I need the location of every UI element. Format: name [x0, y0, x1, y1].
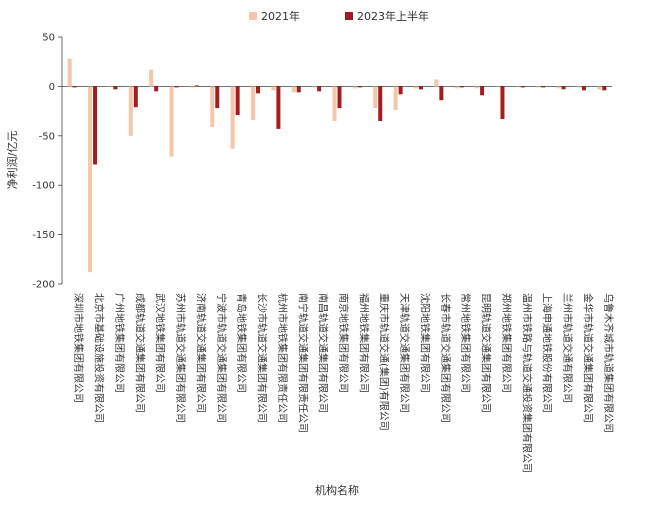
x-category-label: 天津轨道交通集团有限公司 [398, 293, 411, 413]
x-category-label: 宁波市轨道交通集团有限公司 [215, 293, 228, 423]
x-category-label: 成都轨道交通集团有限公司 [133, 293, 146, 413]
bar-series2 [459, 86, 464, 88]
x-category-label: 沈阳地铁集团有限公司 [418, 293, 431, 393]
x-category-label: 北京市基础设施投资有限公司 [93, 293, 106, 423]
bar-series1 [454, 86, 459, 89]
bar-series2 [418, 86, 423, 90]
bar-series2 [500, 86, 505, 120]
y-tick-label: -50 [39, 131, 55, 142]
x-category-label: 长春市轨道交通集团有限公司 [439, 293, 452, 423]
bar-series1 [515, 86, 520, 87]
x-category-label: 昆明轨道交通集团有限公司 [480, 293, 493, 413]
bar-series2 [235, 86, 240, 116]
y-tick-label: 50 [42, 33, 55, 44]
bar-series2 [602, 86, 607, 91]
y-tick-label: -200 [32, 280, 55, 291]
bar-series1 [210, 86, 215, 127]
x-category-label: 郑州地铁集团有限公司 [500, 293, 513, 393]
bar-series2 [113, 86, 118, 90]
y-tick-label: -100 [32, 181, 55, 192]
bar-series1 [475, 86, 480, 89]
x-category-label: 重庆市轨道交通(集团)有限公司 [378, 293, 391, 431]
x-category-label: 广州地铁集团有限公司 [113, 293, 126, 393]
bar-series2 [72, 86, 77, 88]
bar-series2 [194, 85, 199, 87]
bar-series1 [169, 86, 174, 157]
bar-series2 [296, 86, 301, 93]
bar-series1 [67, 58, 72, 87]
bar-series2 [93, 86, 98, 165]
bar-series2 [357, 86, 362, 88]
bar-series2 [541, 86, 546, 88]
bar-series2 [581, 86, 586, 91]
bar-series2 [276, 86, 281, 129]
bars [67, 58, 607, 273]
axes: 50 0 -50 -100 -150 -200 深圳市地铁集团有限公司 北京市基础设施投资有限… [32, 33, 615, 474]
legend: 2021年 2023年上半年 [249, 9, 429, 23]
bar-series1 [291, 86, 296, 93]
x-category-label: 青岛地铁集团有限公司 [235, 293, 248, 393]
bar-series1 [495, 86, 500, 87]
bar-series2 [480, 86, 485, 96]
bar-series2 [154, 86, 159, 92]
bar-series1 [189, 86, 194, 88]
legend-label: 2021年 [261, 9, 300, 23]
bar-series1 [434, 79, 439, 87]
x-category-label: 济南轨道交通集团有限公司 [194, 293, 207, 413]
bar-series1 [556, 86, 561, 89]
x-category-label: 长沙市轨道交通集团有限公司 [256, 293, 269, 423]
x-category-label: 深圳市地铁集团有限公司 [72, 293, 85, 403]
bar-series2 [378, 86, 383, 121]
bar-series1 [149, 69, 154, 87]
bar-series1 [88, 86, 93, 273]
bar-series1 [373, 86, 378, 109]
bar-series1 [271, 86, 276, 91]
y-tick-label: 0 [49, 82, 55, 93]
x-category-label: 福州地铁集团有限公司 [357, 293, 370, 393]
x-category-label: 武汉地铁集团有限公司 [154, 293, 167, 393]
x-axis-title: 机构名称 [315, 483, 359, 497]
bar-series1 [536, 86, 541, 88]
y-tick-label: -150 [32, 230, 55, 241]
legend-swatch [249, 12, 257, 20]
bar-series1 [128, 86, 133, 136]
x-category-label: 南京地铁集团有限公司 [337, 293, 350, 393]
legend-swatch [345, 12, 353, 20]
bar-series1 [312, 86, 317, 88]
bar-series2 [215, 86, 220, 109]
bar-series2 [337, 86, 342, 109]
x-category-label: 南昌轨道交通集团有限公司 [317, 293, 330, 413]
x-category-label: 上海申通地铁股份有限公司 [541, 293, 554, 413]
x-category-label: 苏州市轨道交通集团有限公司 [174, 293, 187, 423]
bar-series1 [393, 86, 398, 111]
bar-series1 [352, 86, 357, 89]
x-category-label: 兰州市轨道交通有限公司 [561, 293, 574, 403]
bar-series1 [597, 86, 602, 90]
x-category-label: 温州市铁路与轨道交通投资集团有限公司 [520, 293, 533, 473]
bar-series1 [251, 86, 256, 120]
x-category-label: 南宁轨道交通集团有限责任公司 [296, 293, 309, 433]
bar-series1 [230, 86, 235, 149]
bar-series2 [317, 86, 322, 92]
bar-series1 [108, 86, 113, 87]
x-category-label: 杭州市地铁集团有限责任公司 [276, 293, 289, 423]
x-category-label: 常州地铁集团有限公司 [459, 293, 472, 393]
legend-label: 2023年上半年 [357, 9, 429, 23]
bar-series2 [398, 86, 403, 95]
bar-series2 [133, 86, 138, 108]
y-axis-title: 净利润/亿元 [5, 131, 19, 190]
bar-series2 [174, 86, 179, 88]
x-category-label: 金华市轨道交通集团有限公司 [581, 293, 594, 423]
bar-series1 [413, 86, 418, 89]
bar-series2 [439, 86, 444, 101]
bar-series1 [576, 86, 581, 88]
x-category-label: 乌鲁木齐城市轨道集团有限公司 [602, 293, 615, 433]
bar-series1 [332, 86, 337, 121]
bar-series2 [520, 86, 525, 88]
bar-series2 [561, 86, 566, 90]
bar-series2 [256, 86, 261, 94]
